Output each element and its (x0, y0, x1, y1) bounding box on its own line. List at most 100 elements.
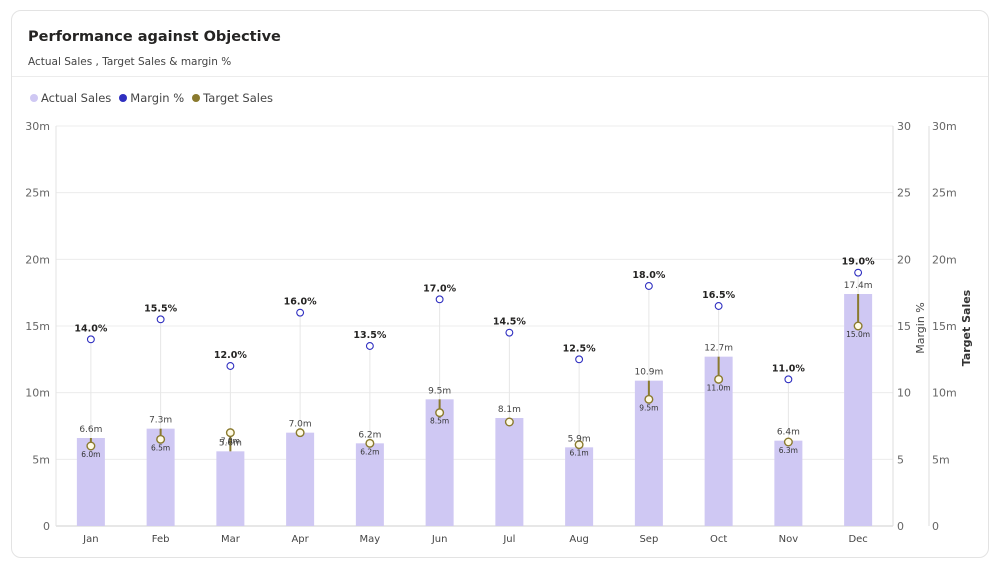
margin-data-label: 19.0% (842, 257, 875, 268)
target-data-label: 6.5m (151, 443, 170, 452)
left-axis-tick: 25m (25, 187, 50, 200)
actual-sales-data-label: 12.7m (704, 344, 733, 354)
margin-marker (575, 355, 584, 364)
legend-label-actual-sales: Actual Sales (41, 91, 112, 105)
target-axis-title: Target Sales (960, 289, 973, 366)
actual-sales-data-label: 10.9m (634, 368, 663, 378)
legend-item-margin[interactable]: Margin % (119, 91, 184, 105)
left-axis-tick: 10m (25, 387, 50, 400)
target-data-label: 11.0m (707, 383, 731, 392)
margin-data-label: 15.5% (144, 303, 177, 314)
margin-marker (296, 308, 305, 317)
bar-actual-sales (704, 356, 733, 526)
actual-sales-data-label: 5.9m (568, 434, 591, 444)
target-data-label: 6.2m (360, 447, 379, 456)
margin-data-label: 14.5% (493, 317, 526, 328)
x-axis-tick: Nov (779, 534, 799, 545)
margin-data-label: 16.0% (284, 297, 317, 308)
target-marker (714, 374, 724, 384)
target-axis-tick: 25m (932, 187, 957, 200)
target-data-label: 8.5m (430, 417, 449, 426)
header-divider (12, 76, 988, 77)
margin-marker (784, 375, 793, 384)
target-axis-tick: 10m (932, 387, 957, 400)
legend-label-target-sales: Target Sales (203, 91, 274, 105)
margin-data-label: 12.0% (214, 350, 247, 361)
x-axis-tick: Jan (82, 534, 98, 545)
margin-axis-tick: 15 (897, 320, 911, 333)
x-axis-tick: May (360, 534, 381, 545)
target-marker (574, 440, 584, 450)
margin-marker (226, 362, 235, 370)
actual-sales-data-label: 6.6m (79, 425, 102, 435)
target-marker (504, 417, 514, 427)
margin-data-label: 18.0% (632, 270, 665, 281)
x-axis-tick: Mar (221, 534, 241, 545)
bar-actual-sales (495, 418, 524, 526)
x-axis-tick: Feb (152, 534, 170, 545)
margin-axis-tick: 30 (897, 120, 911, 133)
target-marker (156, 434, 166, 444)
margin-data-label: 16.5% (702, 290, 735, 301)
target-marker (644, 394, 654, 404)
legend: Actual Sales Margin % Target Sales (30, 91, 275, 105)
margin-marker (86, 335, 95, 344)
actual-sales-data-label: 7.3m (149, 416, 172, 426)
actual-sales-data-label: 6.4m (777, 428, 800, 438)
bar-actual-sales (286, 432, 315, 526)
x-axis-tick: Jun (431, 534, 448, 545)
legend-dot-target-sales (192, 94, 201, 102)
margin-marker (435, 295, 444, 304)
bar-actual-sales (634, 380, 663, 526)
x-axis-tick: Sep (639, 534, 658, 545)
target-axis-tick: 20m (932, 253, 957, 266)
margin-marker (854, 268, 863, 277)
target-marker (435, 408, 445, 418)
chart-title: Performance against Objective (28, 29, 281, 45)
margin-axis-tick: 0 (897, 520, 904, 533)
legend-item-actual-sales[interactable]: Actual Sales (30, 91, 111, 105)
margin-data-label: 11.0% (772, 363, 805, 374)
target-marker (225, 428, 235, 438)
margin-axis-title: Margin % (914, 302, 927, 354)
margin-marker (714, 302, 723, 310)
target-data-label: 15.0m (846, 330, 870, 339)
target-data-label: 6.0m (81, 450, 100, 459)
bar-actual-sales (565, 447, 594, 526)
target-axis-tick: 30m (932, 120, 957, 133)
x-axis-tick: Aug (569, 534, 589, 545)
left-axis-tick: 5m (32, 453, 50, 466)
legend-item-target-sales[interactable]: Target Sales (192, 91, 273, 105)
bar-actual-sales (216, 451, 245, 526)
margin-axis-tick: 20 (897, 253, 911, 266)
target-data-label: 6.3m (779, 446, 798, 455)
legend-dot-margin (119, 94, 128, 102)
margin-axis-tick: 5 (897, 453, 904, 466)
target-axis-tick: 5m (932, 453, 950, 466)
target-marker (853, 321, 863, 331)
left-axis-tick: 30m (25, 120, 50, 133)
margin-marker (505, 328, 514, 337)
target-marker (86, 441, 96, 451)
legend-dot-actual-sales (30, 94, 38, 102)
target-axis-tick: 15m (932, 320, 957, 333)
target-marker (365, 438, 375, 448)
bar-actual-sales (146, 428, 175, 526)
target-marker (295, 428, 305, 438)
actual-sales-data-label: 9.5m (428, 386, 451, 396)
margin-data-label: 13.5% (353, 330, 386, 341)
bar-actual-sales (76, 438, 105, 526)
margin-marker (156, 315, 165, 324)
margin-data-label: 17.0% (423, 283, 456, 294)
margin-data-label: 12.5% (563, 343, 596, 354)
actual-sales-data-label: 17.4m (844, 281, 873, 291)
bar-actual-sales (355, 443, 384, 526)
target-data-label: 9.5m (639, 403, 658, 412)
actual-sales-data-label: 6.2m (358, 430, 381, 440)
target-marker (783, 437, 793, 447)
chart-subtitle: Actual Sales , Target Sales & margin % (28, 56, 232, 68)
target-axis-tick: 0 (932, 520, 939, 533)
actual-sales-data-label: 7.0m (289, 420, 312, 430)
margin-marker (365, 342, 374, 350)
